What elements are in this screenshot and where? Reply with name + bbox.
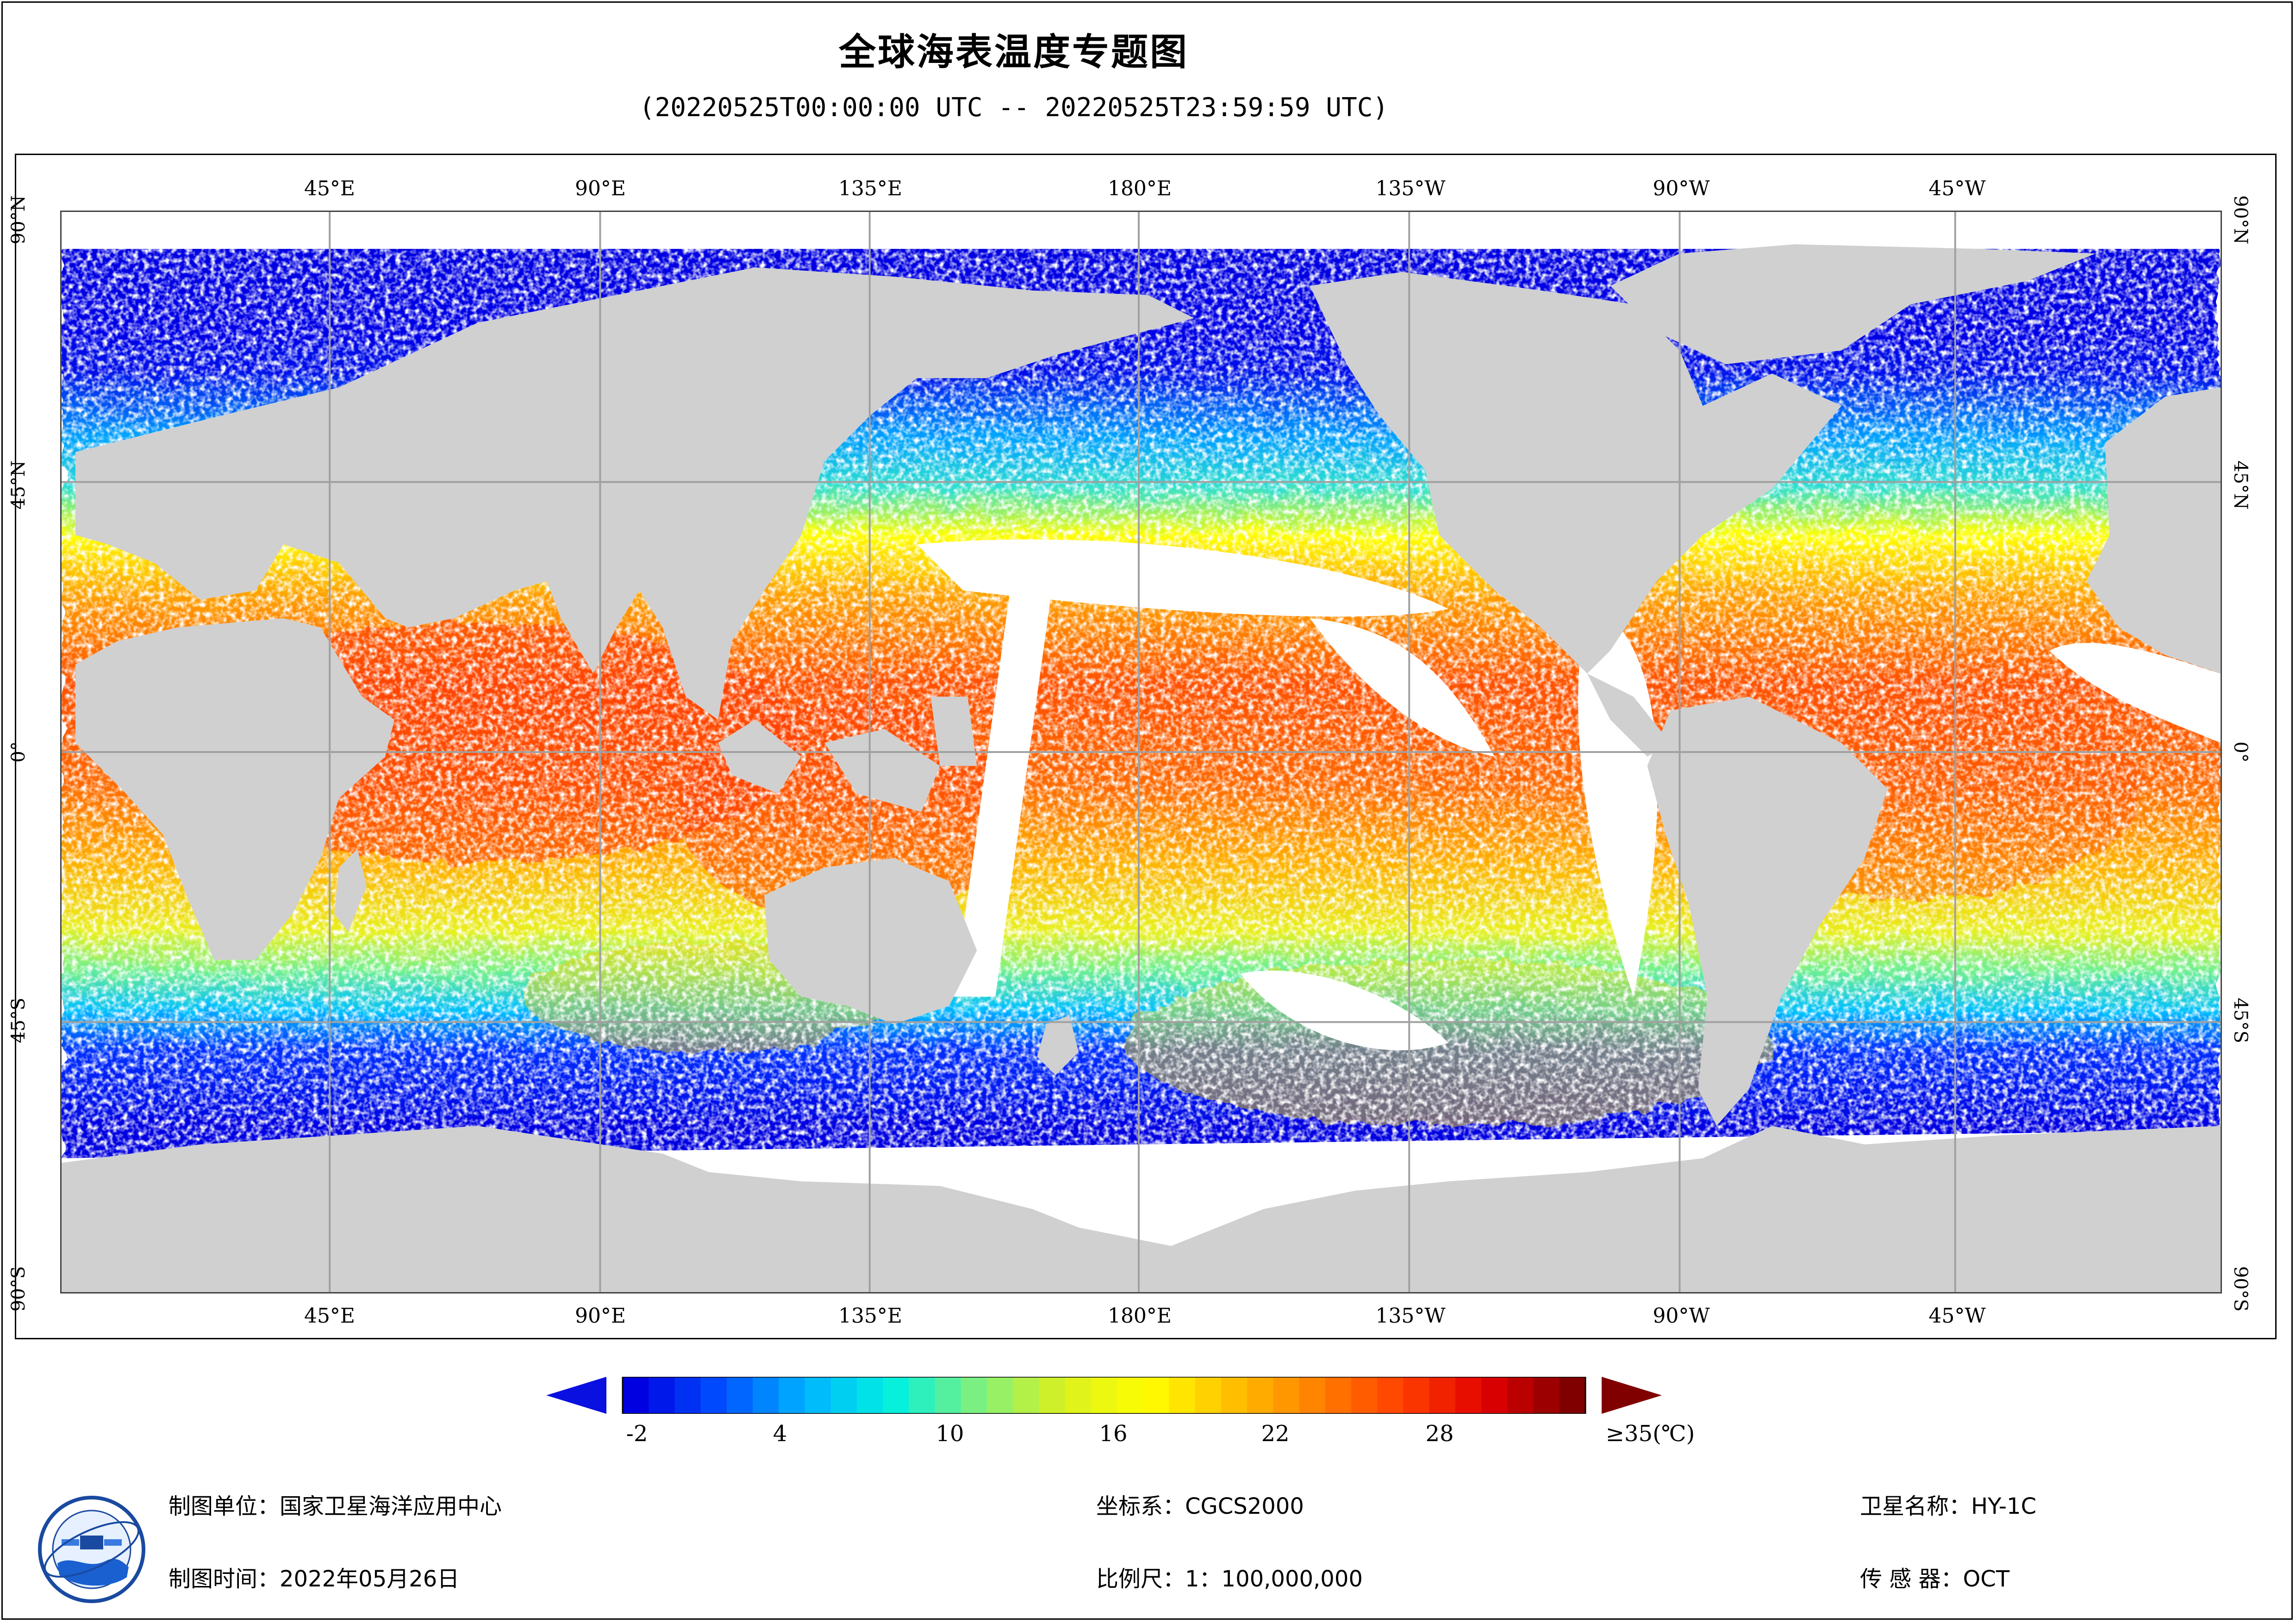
colorbar-tick-4: 4 <box>773 1421 787 1447</box>
lat-label-right-0: 0° <box>2230 741 2251 763</box>
lat-label-left-0: 0° <box>8 741 29 763</box>
colorbar-tick-16: 16 <box>1099 1421 1128 1447</box>
lat-label-left-45n: 45°N <box>8 460 29 510</box>
colorbar-step <box>987 1377 1014 1414</box>
colorbar-step <box>1221 1377 1248 1414</box>
lon-label-bottom-90w: 90°W <box>1653 1304 1710 1328</box>
colorbar-step <box>1325 1377 1352 1414</box>
satellite-name: 卫星名称：HY-1C <box>1860 1493 2037 1519</box>
lon-label-top-180e: 180°E <box>1107 177 1172 200</box>
lat-label-right-45s: 45°S <box>2230 997 2251 1044</box>
colorbar-step <box>1039 1377 1066 1414</box>
lat-label-left-90n: 90°N <box>8 195 29 244</box>
colorbar-step <box>649 1377 675 1414</box>
colorbar-step <box>1065 1377 1092 1414</box>
colorbar-step <box>726 1377 754 1414</box>
colorbar-step <box>1377 1377 1404 1414</box>
colorbar-step <box>753 1377 780 1414</box>
lon-label-bottom-135w: 135°W <box>1375 1304 1446 1328</box>
mapping-date: 制图时间：2022年05月26日 <box>168 1566 460 1592</box>
colorbar-step <box>1117 1377 1144 1414</box>
colorbar-step <box>830 1377 857 1414</box>
colorbar-tick--2: -2 <box>626 1421 648 1447</box>
colorbar-step <box>961 1377 988 1414</box>
colorbar-step <box>1169 1377 1196 1414</box>
colorbar-tick-35: ≥35(℃) <box>1605 1421 1695 1447</box>
colorbar-step <box>909 1377 936 1414</box>
mapping-unit: 制图单位：国家卫星海洋应用中心 <box>168 1493 502 1519</box>
lat-label-left-90s: 90°S <box>8 1266 29 1312</box>
map-scale: 比例尺：1：100,000,000 <box>1096 1566 1363 1592</box>
colorbar-step <box>1533 1377 1560 1414</box>
colorbar-step <box>1455 1377 1482 1414</box>
lon-label-top-90w: 90°W <box>1653 177 1710 200</box>
colorbar-step <box>1559 1377 1586 1414</box>
colorbar-step <box>1247 1377 1274 1414</box>
colorbar-step <box>883 1377 910 1414</box>
lon-label-top-90e: 90°E <box>574 177 626 200</box>
colorbar-step <box>1403 1377 1430 1414</box>
colorbar-step <box>805 1377 831 1414</box>
colorbar <box>546 1377 1662 1414</box>
lon-label-top-135w: 135°W <box>1375 177 1446 200</box>
sst-map-canvas <box>62 212 2221 1292</box>
colorbar-tick-22: 22 <box>1261 1421 1290 1447</box>
map-frame <box>15 154 2277 1339</box>
colorbar-under-arrow <box>546 1377 606 1414</box>
map-title: 全球海表温度专题图 <box>839 31 1189 74</box>
colorbar-step <box>1091 1377 1118 1414</box>
lat-label-left-45s: 45°S <box>8 997 29 1044</box>
lon-label-bottom-90e: 90°E <box>574 1304 626 1328</box>
graticule <box>62 212 2221 1292</box>
map-time-range: (20220525T00:00:00 UTC -- 20220525T23:59… <box>639 93 1389 123</box>
lat-label-right-90n: 90°N <box>2230 195 2251 244</box>
lat-label-right-45n: 45°N <box>2230 460 2251 510</box>
colorbar-step <box>779 1377 805 1414</box>
lon-label-top-45e: 45°E <box>304 177 356 200</box>
colorbar-step <box>1481 1377 1508 1414</box>
lon-label-bottom-45e: 45°E <box>304 1304 356 1328</box>
colorbar-step <box>1429 1377 1456 1414</box>
colorbar-step <box>1507 1377 1534 1414</box>
colorbar-tick-10: 10 <box>936 1421 964 1447</box>
colorbar-step <box>674 1377 701 1414</box>
lon-label-top-45w: 45°W <box>1928 177 1986 200</box>
colorbar-step <box>935 1377 961 1414</box>
colorbar-steps <box>623 1377 1586 1414</box>
colorbar-step <box>1299 1377 1326 1414</box>
colorbar-step <box>1143 1377 1170 1414</box>
sst-map[interactable] <box>60 211 2222 1293</box>
colorbar-step <box>1013 1377 1040 1414</box>
land-mass <box>62 244 2221 1292</box>
coordinate-system: 坐标系：CGCS2000 <box>1096 1493 1304 1519</box>
colorbar-tick-28: 28 <box>1425 1421 1454 1447</box>
colorbar-step <box>700 1377 727 1414</box>
lon-label-top-135e: 135°E <box>838 177 903 200</box>
sensor-name: 传 感 器：OCT <box>1860 1566 2010 1592</box>
lon-label-bottom-180e: 180°E <box>1107 1304 1172 1328</box>
colorbar-step <box>1273 1377 1300 1414</box>
colorbar-step <box>1351 1377 1378 1414</box>
colorbar-over-arrow <box>1602 1377 1662 1414</box>
colorbar-outline <box>622 1377 1586 1414</box>
colorbar-step <box>623 1377 649 1414</box>
nsoas-logo <box>38 1496 145 1603</box>
colorbar-step <box>856 1377 884 1414</box>
lon-label-bottom-135e: 135°E <box>838 1304 903 1328</box>
colorbar-step <box>1195 1377 1222 1414</box>
lon-label-bottom-45w: 45°W <box>1928 1304 1986 1328</box>
lat-label-right-90s: 90°S <box>2230 1266 2251 1312</box>
